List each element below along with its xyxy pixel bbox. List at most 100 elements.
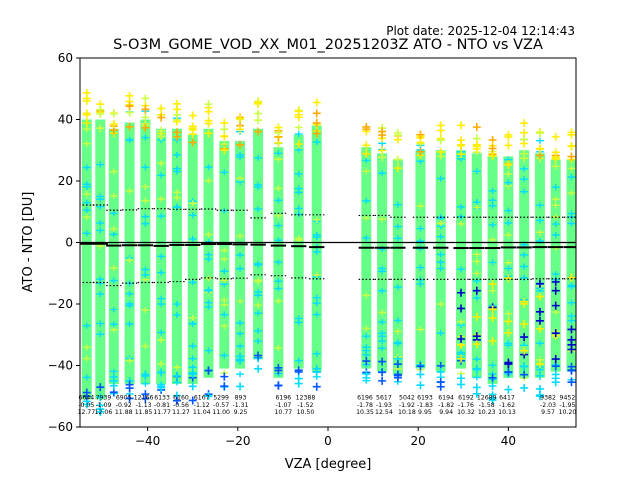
stat-label: -1.13 [136, 402, 152, 409]
data-point [125, 380, 134, 389]
data-point [109, 306, 118, 313]
data-point [436, 259, 445, 266]
stat-label: 10.23 [478, 409, 496, 416]
data-point [551, 362, 560, 371]
data-point [188, 212, 197, 219]
data-point [551, 378, 560, 387]
data-point [393, 201, 402, 208]
data-column [471, 123, 482, 398]
data-point [472, 286, 481, 295]
data-point [172, 311, 181, 318]
data-point [312, 216, 321, 223]
data-point [567, 340, 576, 349]
data-point [188, 111, 197, 120]
data-point [141, 372, 150, 381]
data-point [312, 139, 321, 146]
data-point [96, 320, 105, 327]
column-band [456, 150, 467, 369]
data-point [472, 340, 481, 349]
data-point [378, 131, 387, 140]
stat-label: 10.13 [498, 409, 516, 416]
data-point [488, 236, 497, 243]
column-band [415, 150, 426, 369]
data-point [172, 364, 181, 371]
data-point [109, 109, 118, 118]
data-point [172, 371, 181, 380]
data-point [141, 380, 150, 387]
data-point [82, 191, 91, 198]
data-point [125, 187, 134, 194]
data-point [274, 259, 283, 266]
data-point [141, 164, 150, 171]
stat-label: 10.35 [356, 409, 374, 416]
data-point [294, 205, 303, 212]
data-point [188, 138, 197, 147]
data-point [254, 310, 263, 317]
data-point [362, 168, 371, 175]
data-point [567, 174, 576, 181]
stat-label: -1.62 [499, 402, 515, 409]
data-point [188, 370, 197, 379]
data-point [294, 107, 303, 116]
x-tick-label: −40 [135, 434, 160, 448]
data-point [416, 238, 425, 245]
data-point [457, 266, 466, 273]
data-point [188, 364, 197, 371]
stat-label: 12.06 [95, 409, 113, 416]
data-point [362, 325, 371, 332]
data-point [567, 378, 576, 387]
data-point [378, 287, 387, 294]
data-point [109, 120, 118, 129]
data-point [436, 265, 445, 272]
data-point [393, 371, 402, 380]
y-tick-label: 40 [58, 113, 73, 127]
stat-label: 12689 [477, 394, 497, 401]
data-point [294, 185, 303, 192]
data-point [236, 371, 245, 378]
data-column [534, 128, 545, 401]
stat-label: 9452 [560, 394, 576, 401]
data-point [96, 110, 105, 119]
column-band [534, 153, 545, 378]
data-point [472, 251, 481, 258]
data-point [520, 370, 529, 379]
data-point [504, 317, 513, 326]
data-point [520, 251, 529, 258]
data-point [488, 144, 497, 153]
data-point [535, 292, 544, 301]
data-point [416, 362, 425, 371]
data-point [96, 193, 105, 200]
data-point [436, 367, 445, 376]
data-point [204, 366, 213, 375]
data-point [236, 298, 245, 305]
data-point [567, 313, 576, 320]
data-point [393, 155, 402, 164]
data-column [219, 118, 230, 391]
data-point [393, 339, 402, 346]
stat-label: 6192 [458, 394, 474, 401]
stat-label: -1.58 [479, 402, 495, 409]
data-point [362, 235, 371, 242]
column-band [487, 156, 498, 384]
data-point [436, 233, 445, 240]
data-point [236, 154, 245, 161]
data-column [187, 111, 198, 405]
data-point [172, 396, 181, 405]
data-point [204, 100, 213, 109]
data-point [472, 168, 481, 175]
y-tick-label: 60 [58, 51, 73, 65]
data-point [236, 114, 245, 123]
data-point [220, 247, 229, 254]
data-point [504, 310, 513, 317]
data-point [535, 129, 544, 138]
data-point [393, 223, 402, 230]
data-point [172, 128, 181, 137]
data-point [125, 290, 134, 297]
data-point [96, 383, 105, 392]
data-point [125, 357, 134, 364]
data-point [96, 124, 105, 133]
data-point [125, 137, 134, 144]
data-point [82, 344, 91, 351]
data-point [362, 370, 371, 379]
